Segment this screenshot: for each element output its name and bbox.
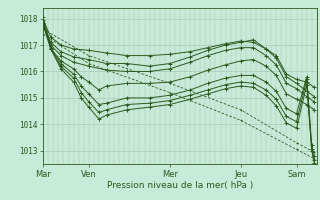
- X-axis label: Pression niveau de la mer( hPa ): Pression niveau de la mer( hPa ): [107, 181, 253, 190]
